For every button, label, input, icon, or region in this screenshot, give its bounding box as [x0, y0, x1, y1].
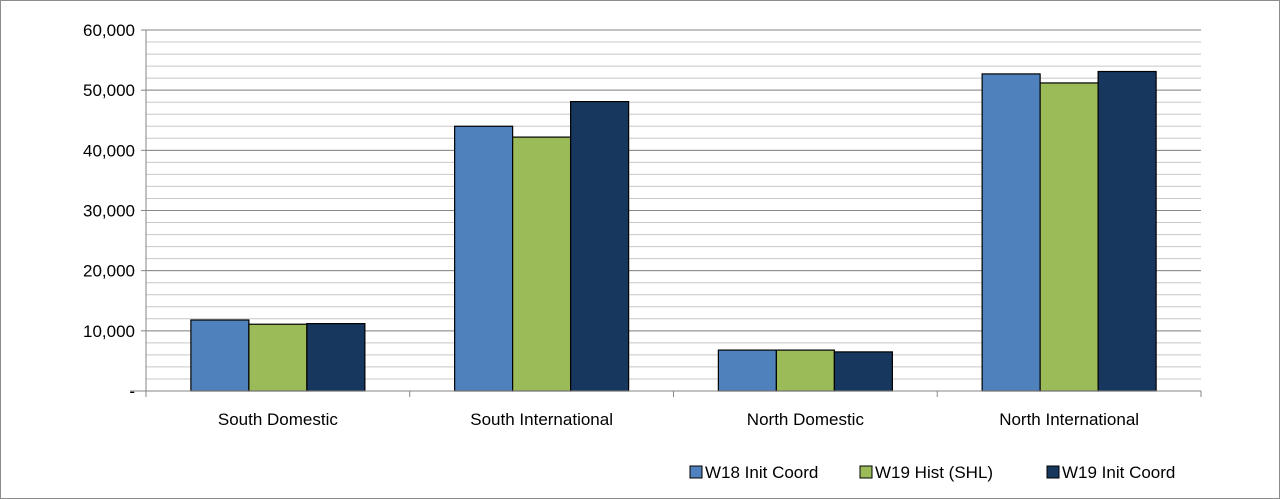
bars [190, 70, 1157, 392]
legend-swatch [689, 465, 703, 479]
legend-swatch [859, 465, 873, 479]
y-tick-label: 30,000 [83, 202, 135, 221]
bar-1-2 [454, 125, 514, 392]
legend: W18 Init Coord W19 Hist (SHL) W19 Init Coo… [689, 463, 1175, 482]
category-label: North International [999, 410, 1139, 429]
bar-3-3 [833, 351, 893, 392]
bar-1-1 [190, 319, 250, 392]
legend-swatch [1046, 465, 1060, 479]
bar-2-2 [512, 136, 572, 392]
category-label: North Domestic [747, 410, 865, 429]
category-label: South Domestic [218, 410, 338, 429]
axes [130, 29, 1202, 397]
y-tick-label: 60,000 [83, 21, 135, 40]
bar-3-2 [570, 100, 630, 392]
legend-label: W18 Init Coord [705, 463, 818, 482]
bar-2-4 [1039, 82, 1099, 392]
y-tick-label: - [129, 382, 135, 401]
y-tick-label: 10,000 [83, 322, 135, 341]
legend-label: W19 Init Coord [1062, 463, 1175, 482]
y-tick-label: 20,000 [83, 262, 135, 281]
bar-3-1 [306, 323, 366, 392]
y-tick-label: 50,000 [83, 81, 135, 100]
y-tick-label: 40,000 [83, 141, 135, 160]
category-labels: South Domestic South International North D… [218, 410, 1139, 429]
legend-label: W19 Hist (SHL) [875, 463, 993, 482]
bar-1-3 [717, 349, 777, 392]
bar-3-4 [1097, 70, 1157, 392]
bar-1-4 [981, 73, 1041, 392]
bar-2-1 [248, 323, 308, 392]
bar-2-3 [775, 349, 835, 392]
y-tick-labels: - 10,000 20,000 30,000 40,000 50,000 60,000 [83, 21, 135, 401]
category-label: South International [470, 410, 613, 429]
